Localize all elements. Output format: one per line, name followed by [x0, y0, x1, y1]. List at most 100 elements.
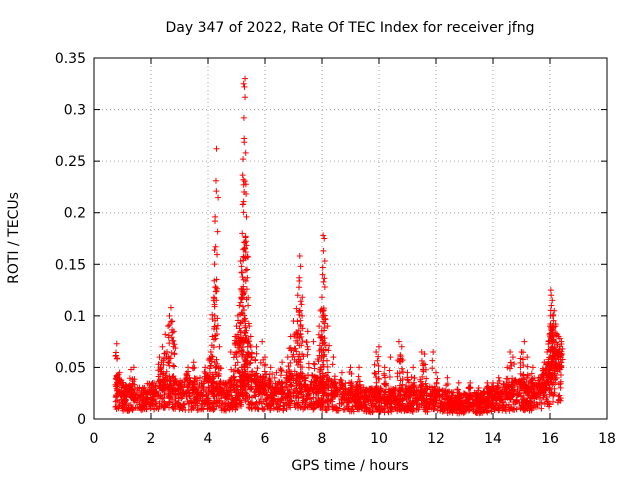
- data-point: [461, 408, 468, 415]
- data-point: [305, 360, 312, 367]
- data-point: [495, 374, 502, 381]
- data-point: [314, 356, 321, 363]
- data-point: [324, 369, 331, 376]
- data-point: [348, 406, 355, 413]
- data-point: [243, 327, 250, 334]
- data-point: [171, 363, 178, 370]
- data-point: [209, 383, 216, 390]
- data-point: [154, 393, 161, 400]
- data-point: [212, 284, 219, 291]
- data-point: [172, 387, 179, 394]
- data-point: [419, 373, 426, 380]
- data-point: [342, 380, 349, 387]
- x-tick-label: 12: [427, 431, 445, 447]
- data-point: [279, 359, 286, 366]
- data-point: [283, 406, 290, 413]
- data-point: [373, 348, 380, 355]
- data-point: [475, 407, 482, 414]
- data-point: [485, 388, 492, 395]
- data-point: [346, 379, 353, 386]
- data-point: [295, 390, 302, 397]
- data-point: [535, 377, 542, 384]
- data-point: [364, 396, 371, 403]
- data-point: [388, 388, 395, 395]
- data-point: [521, 407, 528, 414]
- data-point: [507, 348, 514, 355]
- data-point: [429, 357, 436, 364]
- data-point: [296, 309, 303, 316]
- data-point: [130, 364, 137, 371]
- data-point: [178, 390, 185, 397]
- data-point: [371, 400, 378, 407]
- data-point: [536, 382, 543, 389]
- data-point: [158, 359, 165, 366]
- data-point: [257, 373, 264, 380]
- data-point: [252, 388, 259, 395]
- data-point: [269, 394, 276, 401]
- data-point: [200, 387, 207, 394]
- data-point: [241, 83, 248, 90]
- x-tick-label: 16: [541, 431, 559, 447]
- data-point: [144, 380, 151, 387]
- data-point: [283, 383, 290, 390]
- data-point: [210, 405, 217, 412]
- data-point: [297, 381, 304, 388]
- data-point: [279, 389, 286, 396]
- data-point: [357, 402, 364, 409]
- data-point: [316, 397, 323, 404]
- data-point: [317, 400, 324, 407]
- data-point: [247, 343, 254, 350]
- data-point: [410, 405, 417, 412]
- data-point: [528, 377, 535, 384]
- data-point: [246, 323, 253, 330]
- data-point: [156, 354, 163, 361]
- data-point: [548, 376, 555, 383]
- data-point: [114, 355, 121, 362]
- data-point: [405, 404, 412, 411]
- data-point: [164, 348, 171, 355]
- data-point: [211, 247, 218, 254]
- data-point: [170, 337, 177, 344]
- data-point: [333, 405, 340, 412]
- data-point: [491, 393, 498, 400]
- data-point: [274, 406, 281, 413]
- data-point: [166, 395, 173, 402]
- data-point: [128, 386, 135, 393]
- data-point: [268, 395, 275, 402]
- data-point: [463, 398, 470, 405]
- data-point: [391, 399, 398, 406]
- data-point: [551, 338, 558, 345]
- data-point: [203, 374, 210, 381]
- data-point: [155, 391, 162, 398]
- data-point: [525, 401, 532, 408]
- data-point: [540, 394, 547, 401]
- x-tick-label: 8: [318, 431, 327, 447]
- y-tick-label: 0.1: [64, 309, 86, 325]
- data-point: [320, 247, 327, 254]
- data-point: [551, 389, 558, 396]
- data-point: [261, 405, 268, 412]
- data-point: [296, 277, 303, 284]
- data-point: [126, 375, 133, 382]
- data-point: [241, 312, 248, 319]
- data-point: [432, 386, 439, 393]
- data-point: [555, 333, 562, 340]
- data-point: [326, 403, 333, 410]
- data-point: [444, 396, 451, 403]
- data-point: [222, 401, 229, 408]
- data-point: [212, 243, 219, 250]
- data-point: [364, 405, 371, 412]
- data-point: [211, 392, 218, 399]
- data-point: [324, 397, 331, 404]
- data-point: [547, 287, 554, 294]
- data-point: [506, 365, 513, 372]
- data-point: [347, 364, 354, 371]
- x-tick-label: 4: [204, 431, 213, 447]
- data-point: [355, 373, 362, 380]
- data-point: [285, 363, 292, 370]
- data-point: [413, 396, 420, 403]
- data-point: [496, 378, 503, 385]
- data-point: [291, 368, 298, 375]
- data-point: [441, 395, 448, 402]
- data-point: [299, 325, 306, 332]
